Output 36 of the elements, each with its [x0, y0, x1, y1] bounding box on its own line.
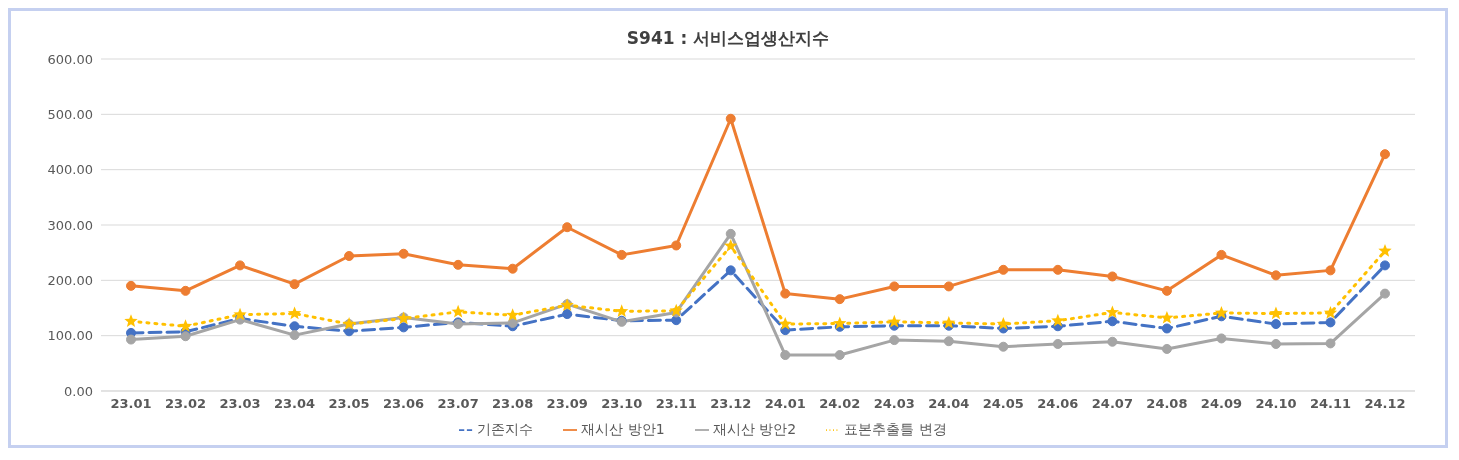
y-tick-label: 500.00 — [47, 106, 93, 122]
x-tick-label: 24.11 — [1309, 396, 1352, 412]
y-tick-label: 300.00 — [47, 217, 93, 233]
x-tick-label: 23.12 — [710, 396, 752, 412]
y-tick-label: 400.00 — [47, 162, 93, 178]
y-tick-label: 600.00 — [47, 51, 93, 67]
x-tick-label: 24.01 — [764, 396, 806, 412]
x-tick-label: 23.01 — [110, 396, 152, 412]
x-tick-label: 23.09 — [546, 396, 588, 412]
x-tick-label: 23.04 — [274, 396, 316, 412]
x-tick-label: 23.03 — [219, 396, 261, 412]
x-tick-label: 24.05 — [982, 396, 1024, 412]
x-tick-label: 24.07 — [1091, 396, 1133, 412]
x-tick-label: 24.08 — [1146, 396, 1188, 412]
chart-title: S941 : 서비스업생산지수 — [625, 27, 831, 50]
x-tick-label: 24.10 — [1255, 396, 1297, 412]
x-tick-label: 24.12 — [1364, 396, 1406, 412]
x-tick-label: 23.11 — [655, 396, 697, 412]
y-tick-label: 100.00 — [47, 328, 93, 344]
x-tick-label: 23.07 — [437, 396, 479, 412]
x-tick-label: 24.03 — [873, 396, 915, 412]
x-tick-label: 24.04 — [928, 396, 970, 412]
x-tick-label: 23.10 — [601, 396, 643, 412]
x-tick-label: 24.06 — [1037, 396, 1079, 412]
y-tick-label: 200.00 — [47, 272, 93, 288]
x-tick-label: 23.08 — [492, 396, 534, 412]
legend-label: 기존지수 — [477, 421, 534, 437]
legend-label: 재시산 방안1 — [581, 421, 665, 437]
y-tick-label: 0.00 — [64, 383, 93, 399]
x-tick-label: 23.06 — [383, 396, 425, 412]
x-tick-label: 24.09 — [1200, 396, 1242, 412]
x-tick-label: 24.02 — [819, 396, 861, 412]
x-tick-label: 23.05 — [328, 396, 370, 412]
legend-label: 표본추출틀 변경 — [844, 421, 947, 437]
legend-label: 재시산 방안2 — [712, 421, 797, 437]
x-tick-label: 23.02 — [164, 396, 207, 412]
